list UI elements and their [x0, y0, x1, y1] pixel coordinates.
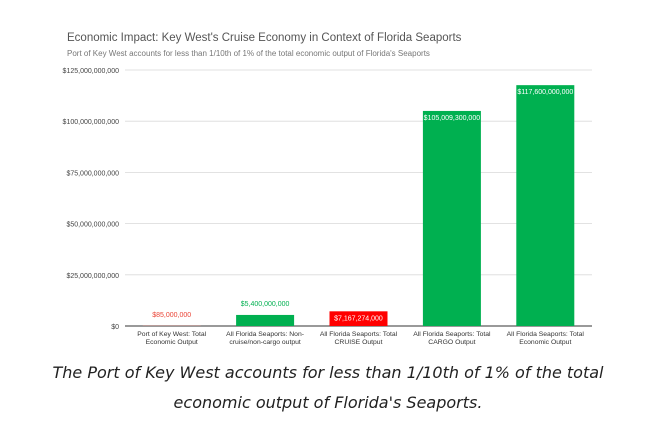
x-tick-label: Economic Output	[146, 339, 198, 346]
bars	[142, 85, 575, 327]
y-tick-label: $0	[111, 324, 119, 331]
caption-line-1: The Port of Key West accounts for less t…	[52, 363, 604, 382]
x-tick-label: All Florida Seaports: Total	[507, 331, 585, 338]
chart-subtitle: Port of Key West accounts for less than …	[67, 49, 430, 58]
bar-value-label: $117,600,000,000	[517, 89, 573, 96]
bar-value-label: $7,167,274,000	[334, 315, 383, 322]
bar	[236, 314, 295, 326]
bar	[422, 110, 481, 327]
x-tick-label: All Florida Seaports: Total	[320, 331, 398, 338]
bar-chart: Economic Impact: Key West's Cruise Econo…	[63, 32, 592, 346]
y-tick-label: $25,000,000,000	[66, 273, 119, 280]
y-tick-label: $75,000,000,000	[66, 170, 119, 177]
x-tick-label: CRUISE Output	[335, 339, 383, 346]
chart-title: Economic Impact: Key West's Cruise Econo…	[67, 32, 462, 44]
y-tick-label: $100,000,000,000	[63, 119, 120, 126]
y-tick-label: $125,000,000,000	[63, 68, 120, 75]
x-tick-label: Port of Key West: Total	[137, 331, 206, 338]
bar-value-label: $85,000,000	[152, 312, 191, 319]
caption-line-2: economic output of Florida's Seaports.	[173, 393, 483, 412]
bar-value-label: $5,400,000,000	[241, 301, 290, 308]
bar-value-label: $105,009,300,000	[424, 115, 481, 122]
y-axis-tick-labels: $0 $25,000,000,000 $50,000,000,000 $75,000,…	[63, 68, 120, 331]
gridlines	[125, 69, 592, 327]
bar	[516, 85, 575, 326]
bar	[329, 311, 388, 326]
y-tick-label: $50,000,000,000	[66, 222, 119, 229]
bar-value-labels: $85,000,000 $5,400,000,000 $7,167,274,000 $…	[152, 89, 573, 322]
x-tick-label: All Florida Seaports: Total	[413, 331, 491, 338]
x-tick-label: All Florida Seaports: Non-	[226, 331, 304, 338]
x-tick-label: CARGO Output	[428, 339, 475, 346]
x-tick-label: cruise/non-cargo output	[229, 339, 301, 346]
x-tick-label: Economic Output	[519, 339, 571, 346]
